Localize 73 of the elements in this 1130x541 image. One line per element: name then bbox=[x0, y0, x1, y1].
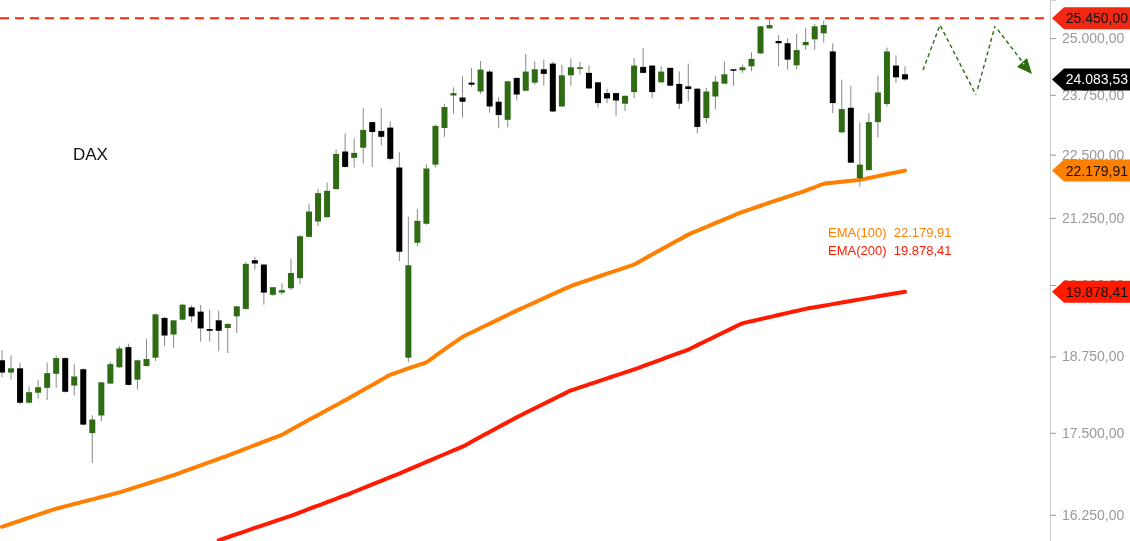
candlestick bbox=[224, 322, 231, 354]
candlestick bbox=[892, 54, 899, 84]
candlestick bbox=[775, 34, 782, 67]
text: DAX bbox=[73, 145, 108, 164]
candlestick bbox=[89, 414, 96, 464]
candlestick bbox=[604, 88, 611, 104]
candlestick bbox=[856, 121, 863, 188]
candlestick bbox=[170, 319, 177, 349]
candlestick bbox=[197, 304, 204, 343]
candlestick bbox=[107, 361, 114, 385]
candlestick bbox=[8, 354, 15, 381]
candlestick bbox=[450, 86, 457, 115]
candlestick bbox=[206, 309, 213, 343]
candlestick bbox=[513, 77, 520, 101]
candlestick bbox=[53, 354, 60, 389]
candlestick bbox=[143, 338, 150, 368]
candlestick bbox=[531, 60, 538, 86]
candlestick bbox=[161, 316, 168, 347]
candlestick bbox=[685, 63, 692, 102]
text: 19.878,41 bbox=[1065, 283, 1129, 300]
candlestick bbox=[793, 33, 800, 71]
y-tick-label: 21.250,00 bbox=[1062, 209, 1125, 226]
text: EMA(100) 22.179,91 bbox=[828, 225, 952, 240]
candlestick bbox=[712, 75, 719, 110]
candlestick bbox=[441, 103, 448, 138]
candlestick bbox=[369, 121, 376, 168]
candlestick bbox=[233, 305, 240, 334]
candlestick bbox=[71, 363, 78, 396]
y-tick-label: 16.250,00 bbox=[1062, 506, 1125, 523]
candlestick bbox=[468, 67, 475, 88]
candlestick bbox=[811, 23, 818, 51]
candlestick bbox=[820, 20, 827, 44]
candlestick bbox=[477, 60, 484, 95]
candlestick bbox=[676, 70, 683, 110]
y-tick-label: 22.500,00 bbox=[1062, 146, 1125, 163]
text: 22.179,91 bbox=[1065, 162, 1129, 179]
candlestick bbox=[540, 59, 547, 87]
candlestick bbox=[721, 60, 728, 85]
candlestick bbox=[585, 65, 592, 90]
candlestick bbox=[902, 65, 908, 82]
candlestick bbox=[278, 282, 285, 296]
y-tick-label: 25.000,00 bbox=[1062, 30, 1125, 47]
ref-line-label: 25.450,00 bbox=[1065, 10, 1129, 27]
candlestick bbox=[342, 132, 349, 169]
candlestick bbox=[748, 51, 755, 72]
candlestick bbox=[802, 27, 809, 51]
candlestick bbox=[640, 47, 647, 74]
candlestick bbox=[351, 137, 358, 169]
candlestick bbox=[576, 61, 583, 76]
candlestick bbox=[116, 345, 123, 369]
y-tick-label: 18.750,00 bbox=[1062, 348, 1125, 365]
text: 24.083,53 bbox=[1065, 71, 1129, 88]
candlestick bbox=[44, 361, 51, 401]
candlestick bbox=[215, 310, 222, 352]
text: EMA(200) 19.878,41 bbox=[828, 243, 952, 258]
candlestick bbox=[287, 258, 294, 291]
candlestick bbox=[622, 95, 629, 112]
candlestick bbox=[378, 107, 385, 146]
candlestick bbox=[495, 96, 502, 129]
candlestick bbox=[594, 81, 601, 108]
candlestick bbox=[0, 349, 5, 378]
candlestick bbox=[414, 208, 421, 247]
candlestick bbox=[567, 58, 574, 87]
candlestick bbox=[522, 53, 529, 92]
line-series bbox=[216, 289, 907, 541]
candlestick bbox=[784, 37, 791, 71]
candlestick bbox=[134, 359, 141, 391]
y-tick-label: 23.750,00 bbox=[1062, 86, 1125, 103]
candlestick bbox=[360, 107, 367, 165]
candlestick bbox=[35, 379, 42, 400]
candlestick bbox=[459, 75, 466, 118]
candlestick bbox=[838, 79, 845, 134]
y-tick-label: 17.500,00 bbox=[1062, 424, 1125, 441]
